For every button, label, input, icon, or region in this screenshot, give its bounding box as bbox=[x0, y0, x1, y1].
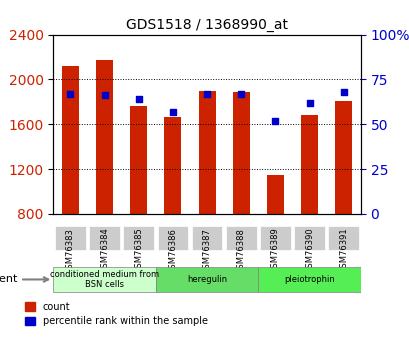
Text: GSM76385: GSM76385 bbox=[134, 228, 143, 274]
Text: GSM76384: GSM76384 bbox=[100, 228, 109, 274]
Legend: count, percentile rank within the sample: count, percentile rank within the sample bbox=[25, 302, 207, 326]
Point bbox=[237, 91, 244, 97]
Text: GSM76388: GSM76388 bbox=[236, 228, 245, 274]
FancyBboxPatch shape bbox=[155, 267, 258, 292]
Text: heregulin: heregulin bbox=[187, 275, 227, 284]
Point bbox=[101, 93, 108, 98]
Point bbox=[135, 96, 142, 102]
Bar bbox=[198, 90, 215, 214]
Text: GSM76390: GSM76390 bbox=[304, 228, 313, 273]
Bar bbox=[62, 66, 79, 214]
Bar bbox=[266, 175, 283, 214]
FancyBboxPatch shape bbox=[123, 226, 154, 250]
FancyBboxPatch shape bbox=[53, 267, 155, 292]
Text: GSM76383: GSM76383 bbox=[66, 228, 75, 274]
Text: GSM76389: GSM76389 bbox=[270, 228, 279, 274]
Text: GSM76387: GSM76387 bbox=[202, 228, 211, 274]
Text: pleiotrophin: pleiotrophin bbox=[283, 275, 334, 284]
FancyBboxPatch shape bbox=[225, 226, 256, 250]
Point bbox=[272, 118, 278, 124]
FancyBboxPatch shape bbox=[55, 226, 85, 250]
Text: conditioned medium from
BSN cells: conditioned medium from BSN cells bbox=[50, 270, 159, 289]
Text: GSM76391: GSM76391 bbox=[338, 228, 347, 273]
Text: agent: agent bbox=[0, 275, 48, 284]
Bar bbox=[130, 106, 147, 214]
Point bbox=[203, 91, 210, 97]
FancyBboxPatch shape bbox=[258, 267, 360, 292]
Bar bbox=[96, 60, 113, 214]
Point bbox=[306, 100, 312, 106]
FancyBboxPatch shape bbox=[89, 226, 120, 250]
Bar bbox=[334, 101, 351, 214]
FancyBboxPatch shape bbox=[294, 226, 324, 250]
Point bbox=[67, 91, 74, 97]
FancyBboxPatch shape bbox=[328, 226, 358, 250]
FancyBboxPatch shape bbox=[259, 226, 290, 250]
FancyBboxPatch shape bbox=[157, 226, 188, 250]
Point bbox=[169, 109, 176, 115]
Bar bbox=[164, 117, 181, 214]
FancyBboxPatch shape bbox=[191, 226, 222, 250]
Text: GSM76386: GSM76386 bbox=[168, 228, 177, 274]
Title: GDS1518 / 1368990_at: GDS1518 / 1368990_at bbox=[126, 18, 288, 32]
Bar bbox=[300, 115, 317, 214]
Bar bbox=[232, 92, 249, 214]
Point bbox=[339, 89, 346, 95]
